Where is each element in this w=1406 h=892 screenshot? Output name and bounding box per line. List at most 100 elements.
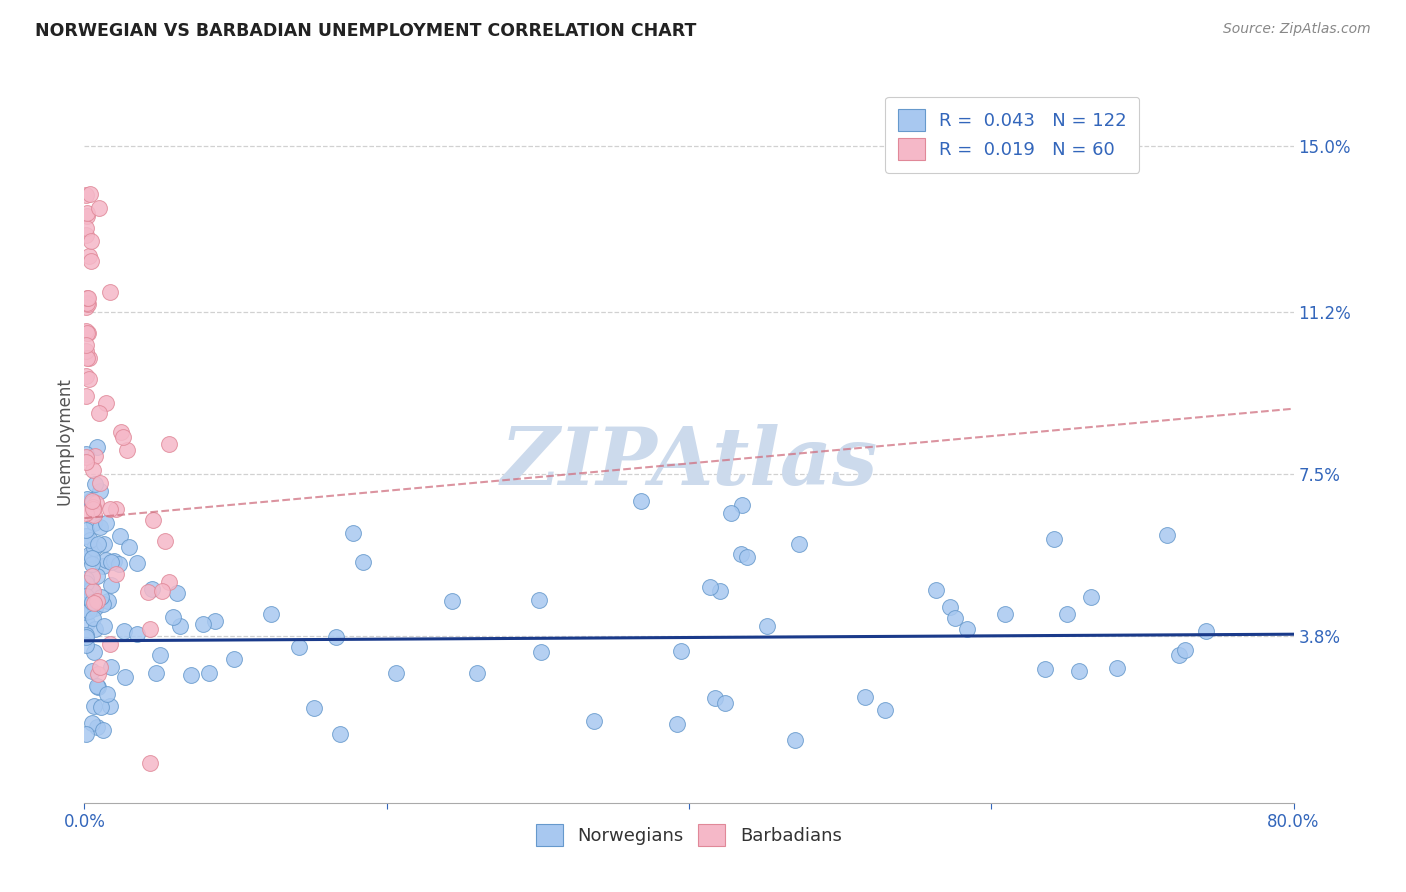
Point bbox=[329, 727, 352, 741]
Point bbox=[75, 628, 97, 642]
Point bbox=[83, 541, 105, 556]
Point bbox=[75, 324, 97, 338]
Point bbox=[75, 301, 97, 315]
Point bbox=[118, 540, 141, 554]
Point bbox=[91, 597, 114, 611]
Point bbox=[75, 368, 97, 383]
Point bbox=[527, 592, 550, 607]
Point bbox=[157, 436, 180, 450]
Point bbox=[150, 583, 173, 598]
Point bbox=[80, 595, 103, 609]
Point bbox=[1195, 624, 1218, 639]
Point bbox=[671, 644, 693, 658]
Point bbox=[87, 680, 110, 694]
Point bbox=[956, 623, 979, 637]
Point bbox=[75, 638, 97, 652]
Point bbox=[77, 326, 100, 340]
Point bbox=[75, 506, 97, 520]
Point bbox=[75, 338, 97, 352]
Point bbox=[304, 700, 326, 714]
Point bbox=[75, 572, 97, 586]
Point bbox=[80, 496, 103, 510]
Point bbox=[1056, 607, 1078, 621]
Point bbox=[79, 547, 101, 561]
Point bbox=[96, 516, 118, 530]
Point bbox=[529, 645, 551, 659]
Point bbox=[86, 440, 108, 454]
Point bbox=[100, 660, 122, 674]
Point bbox=[699, 580, 721, 594]
Point bbox=[785, 732, 807, 747]
Point bbox=[97, 594, 120, 608]
Point bbox=[287, 640, 309, 654]
Point bbox=[89, 476, 111, 491]
Point bbox=[77, 582, 100, 597]
Point bbox=[100, 555, 122, 569]
Point bbox=[1168, 648, 1191, 662]
Point bbox=[86, 496, 108, 510]
Point bbox=[77, 581, 100, 595]
Point bbox=[80, 664, 103, 678]
Point bbox=[630, 493, 652, 508]
Point bbox=[76, 209, 98, 223]
Point bbox=[79, 372, 101, 386]
Point bbox=[204, 614, 226, 628]
Point bbox=[1033, 662, 1056, 676]
Point bbox=[224, 652, 246, 666]
Point bbox=[80, 557, 103, 571]
Point bbox=[162, 610, 184, 624]
Point bbox=[91, 559, 114, 574]
Point bbox=[98, 285, 121, 299]
Point bbox=[157, 574, 180, 589]
Point bbox=[82, 463, 104, 477]
Point bbox=[87, 667, 110, 681]
Point bbox=[149, 648, 172, 662]
Point bbox=[83, 644, 105, 658]
Point bbox=[1069, 664, 1091, 678]
Point bbox=[76, 291, 98, 305]
Point bbox=[80, 494, 103, 508]
Point bbox=[1174, 643, 1197, 657]
Point bbox=[76, 206, 98, 220]
Point bbox=[83, 698, 105, 713]
Point bbox=[703, 691, 725, 706]
Point bbox=[75, 589, 97, 603]
Point bbox=[105, 501, 128, 516]
Point bbox=[75, 188, 97, 202]
Point bbox=[1156, 528, 1178, 542]
Point bbox=[86, 569, 108, 583]
Point bbox=[145, 665, 167, 680]
Point bbox=[665, 717, 688, 731]
Point bbox=[853, 690, 876, 704]
Point bbox=[260, 607, 283, 622]
Point bbox=[84, 600, 107, 615]
Point bbox=[731, 498, 754, 512]
Point bbox=[75, 343, 97, 358]
Point bbox=[83, 449, 105, 463]
Point bbox=[75, 589, 97, 603]
Point bbox=[79, 186, 101, 201]
Point bbox=[108, 529, 131, 543]
Point bbox=[342, 526, 364, 541]
Point bbox=[166, 585, 188, 599]
Point bbox=[79, 533, 101, 548]
Point bbox=[98, 698, 121, 713]
Point bbox=[89, 483, 111, 498]
Point bbox=[75, 630, 97, 644]
Point bbox=[112, 624, 135, 638]
Point bbox=[939, 600, 962, 615]
Text: NORWEGIAN VS BARBADIAN UNEMPLOYMENT CORRELATION CHART: NORWEGIAN VS BARBADIAN UNEMPLOYMENT CORR… bbox=[35, 22, 696, 40]
Point bbox=[82, 611, 104, 625]
Point bbox=[76, 351, 98, 365]
Point bbox=[83, 476, 105, 491]
Point bbox=[125, 556, 148, 570]
Point bbox=[76, 291, 98, 305]
Point bbox=[83, 516, 105, 530]
Point bbox=[75, 727, 97, 741]
Point bbox=[136, 585, 159, 599]
Point bbox=[75, 227, 97, 242]
Point bbox=[169, 618, 191, 632]
Point bbox=[83, 508, 105, 523]
Point bbox=[75, 529, 97, 543]
Y-axis label: Unemployment: Unemployment bbox=[55, 377, 73, 506]
